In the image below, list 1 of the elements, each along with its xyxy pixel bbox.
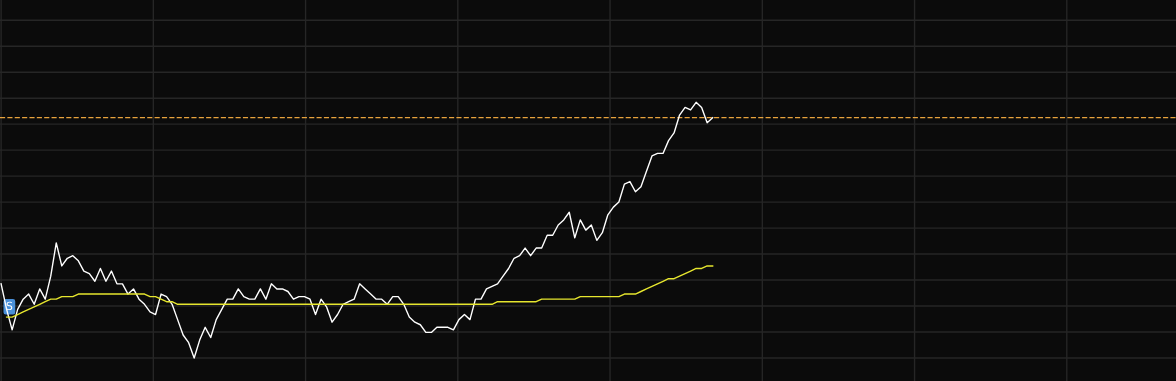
annotation: S: [6, 301, 13, 311]
